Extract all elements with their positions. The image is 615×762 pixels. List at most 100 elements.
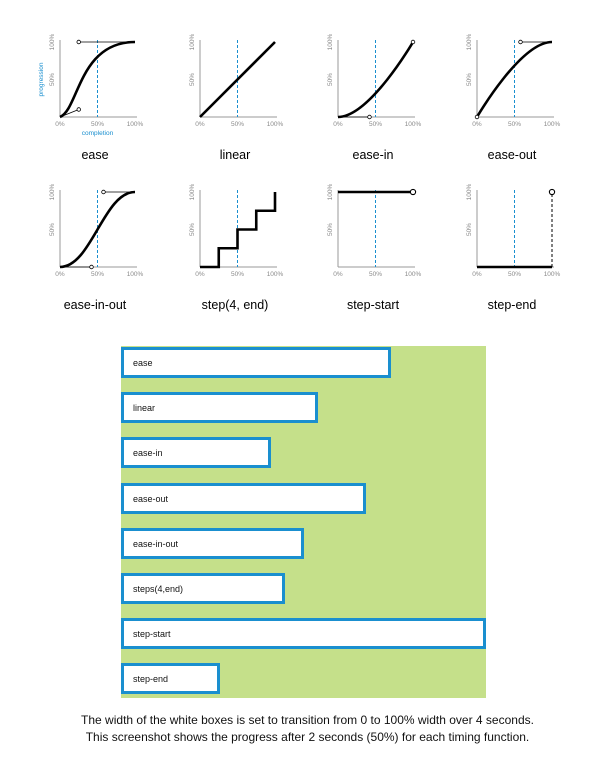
x-tick-label: 50% (91, 121, 104, 128)
x-axis-title: completion (82, 130, 114, 137)
graph-ease-out: 100% 50% 0% 50% 100% (466, 33, 561, 128)
graph-steps4end: 100% 50% 0% 50% 100% (189, 183, 284, 278)
timing-curve (337, 41, 415, 119)
graph-panel-ease-in: 100% 50% 0% 50% 100% ease-in (298, 12, 448, 182)
caption-line-2: This screenshot shows the progress after… (85, 730, 530, 744)
timing-function-graphs: 100% 50% 0% 50% 100% progression completion eas… (0, 0, 615, 330)
demo-box-label: steps(4,end) (133, 584, 184, 594)
end-point (409, 188, 417, 196)
demo-box-steps-4-end-: steps(4,end) (121, 573, 285, 604)
x-tick-label: 0% (195, 121, 205, 128)
graph-panel-ease: 100% 50% 0% 50% 100% progression completion eas… (20, 12, 170, 182)
graph-panel-linear: 100% 50% 0% 50% 100% linear (160, 12, 310, 182)
timing-curve (475, 40, 553, 118)
graph-label: step(4, end) (201, 298, 269, 312)
graph-ease-in-out: 100% 50% 0% 50% 100% (49, 183, 144, 278)
timing-curve (200, 192, 277, 269)
demo-box-ease-in: ease-in (121, 437, 271, 469)
graph-ease-in: 100% 50% 0% 50% 100% (327, 33, 422, 128)
control-handle (59, 109, 79, 118)
demo-box-label: step-end (133, 674, 169, 685)
x-tick-label: 50% (369, 121, 382, 128)
graph-panel-steps4end: 100% 50% 0% 50% 100% step(4, end) (160, 162, 310, 332)
x-tick-label: 0% (195, 271, 205, 278)
control-point (474, 114, 480, 120)
y-tick-label: 100% (189, 33, 196, 50)
graph-ease: 100% 50% 0% 50% 100% progression completion (38, 33, 144, 137)
x-tick-label: 0% (333, 271, 343, 278)
graph-label: ease (81, 148, 109, 162)
control-point (101, 189, 106, 195)
timing-curve (59, 190, 136, 269)
demo-box-step-start: step-start (121, 618, 486, 650)
graph-linear: 100% 50% 0% 50% 100% (189, 33, 284, 128)
demo-box-label: ease (133, 358, 153, 368)
demo-box-linear: linear (121, 392, 318, 424)
end-point (548, 188, 556, 196)
x-tick-label: 50% (369, 271, 382, 278)
x-tick-label: 100% (267, 121, 284, 128)
control-point (76, 39, 81, 45)
y-tick-label: 50% (327, 223, 334, 236)
x-tick-label: 50% (508, 271, 521, 278)
control-point (89, 264, 94, 270)
x-tick-label: 100% (267, 271, 284, 278)
control-point (410, 39, 416, 45)
x-tick-label: 100% (544, 121, 561, 128)
demo-box-label: ease-in (133, 448, 163, 459)
caption: The width of the white boxes is set to t… (0, 712, 615, 746)
x-tick-label: 50% (508, 121, 521, 128)
demo-box-label: linear (133, 403, 156, 414)
y-tick-label: 100% (466, 183, 473, 200)
demo-box-ease-out: ease-out (121, 482, 366, 514)
x-tick-label: 0% (472, 271, 482, 278)
demo-box-ease: ease (121, 347, 391, 378)
graph-step-end: 100% 50% 0% 50% 100% (466, 183, 561, 278)
y-tick-label: 100% (49, 183, 56, 200)
x-tick-label: 100% (405, 271, 422, 278)
caption-line-1: The width of the white boxes is set to t… (81, 713, 534, 727)
graph-panel-ease-in-out: 100% 50% 0% 50% 100% ease-in-out (20, 162, 170, 332)
y-tick-label: 50% (189, 223, 196, 236)
graph-label: linear (219, 148, 251, 162)
graph-step-start: 100% 50% 0% 50% 100% (327, 183, 422, 278)
graph-panel-ease-out: 100% 50% 0% 50% 100% ease-out (437, 12, 587, 182)
y-tick-label: 100% (466, 33, 473, 50)
demo-box-step-end: step-end (121, 663, 220, 695)
demo-box-ease-in-out: ease-in-out (121, 527, 304, 559)
graph-label: ease-out (487, 148, 537, 162)
control-point (367, 114, 372, 120)
x-tick-label: 0% (472, 121, 482, 128)
x-tick-label: 0% (55, 271, 65, 278)
graph-label: step-end (487, 298, 537, 312)
x-tick-label: 100% (544, 271, 561, 278)
y-tick-label: 50% (49, 223, 56, 236)
x-tick-label: 0% (55, 121, 65, 128)
x-tick-label: 100% (127, 121, 144, 128)
x-tick-label: 100% (405, 121, 422, 128)
demo-box-label: ease-in-out (133, 538, 179, 549)
graph-label: step-start (346, 298, 400, 312)
graph-panel-step-start: 100% 50% 0% 50% 100% step-start (298, 162, 448, 332)
y-tick-label: 100% (327, 183, 334, 200)
y-tick-label: 100% (49, 33, 56, 50)
demo-box-label: ease-out (133, 493, 169, 504)
y-tick-label: 100% (189, 183, 196, 200)
transition-demo-area: ease linear ease-in ease-out ease-in-out step… (121, 346, 486, 698)
graph-panel-step-end: 100% 50% 0% 50% 100% step-end (437, 162, 587, 332)
x-tick-label: 100% (127, 271, 144, 278)
demo-box-label: step-start (133, 629, 171, 640)
x-tick-label: 50% (231, 121, 244, 128)
control-point (76, 107, 81, 112)
control-point (518, 39, 523, 45)
y-tick-label: 100% (327, 33, 334, 50)
y-tick-label: 50% (49, 73, 56, 86)
y-axis-title: progression (38, 62, 45, 96)
y-tick-label: 50% (189, 73, 196, 86)
x-tick-label: 50% (91, 271, 104, 278)
graph-label: ease-in (352, 148, 394, 162)
y-tick-label: 50% (466, 223, 473, 236)
timing-curve (199, 41, 276, 118)
x-tick-label: 50% (231, 271, 244, 278)
timing-curve (59, 40, 136, 119)
